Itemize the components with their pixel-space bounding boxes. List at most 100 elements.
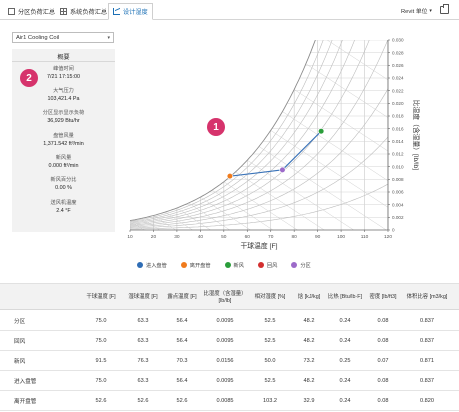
y-tick-label: 0.028: [392, 50, 404, 55]
table-cell: 52.5: [264, 338, 276, 344]
process-line: [229, 130, 322, 177]
table-cell: 63.3: [137, 318, 149, 324]
table-header: 干球温度 [F] 湿球温度 [F] 露点温度 [F] 比湿度（含湿量）[lb/l…: [0, 283, 459, 310]
table-cell: 0.24: [339, 378, 351, 384]
relative-humidity-curve: [130, 40, 388, 227]
column-header: 比湿度（含湿量）[lb/lb]: [203, 290, 247, 304]
tab-system-summary[interactable]: 系统负荷汇总: [56, 3, 111, 20]
data-point-9c6ac9: [279, 166, 286, 173]
table-cell: 103.2: [263, 398, 277, 404]
y-tick-label: 0: [392, 228, 395, 233]
table-cell: 56.4: [176, 318, 188, 324]
x-tick-label: 20: [151, 234, 157, 240]
legend-item-entering-coil[interactable]: 进入盘管: [137, 262, 167, 269]
tab-label: 设计湿度: [123, 9, 148, 16]
row-label: 回风: [14, 339, 26, 345]
units-dropdown[interactable]: Revit 单位 ▾: [401, 6, 432, 16]
table-cell: 0.08: [377, 398, 389, 404]
table-row: 回风 75.0 63.3 56.4 0.0095 52.5 48.2 0.24 0.08 0.83…: [0, 331, 459, 351]
table-row: 分区 75.0 63.3 56.4 0.0095 52.5 48.2 0.24 0.08 0.83…: [0, 311, 459, 331]
table-cell: 48.2: [303, 318, 315, 324]
legend-item-return-air[interactable]: 回风: [257, 262, 278, 269]
column-header: 湿球温度 [F]: [128, 294, 158, 300]
table-cell: 48.2: [303, 338, 315, 344]
legend-item-outdoor-air[interactable]: 新风: [224, 262, 244, 269]
table-cell: 75.0: [95, 338, 107, 344]
summary-label: 新风百分比: [50, 177, 77, 183]
legend-item-zone[interactable]: 分区: [291, 262, 311, 269]
legend-label: 回风: [266, 262, 278, 269]
table-cell: 0.08: [377, 318, 389, 324]
wet-bulb-line: [365, 30, 450, 230]
table-cell: 50.0: [264, 358, 276, 364]
callout-badge-1: 1: [207, 118, 225, 136]
summary-value: 2.4 °F: [56, 208, 71, 214]
tab-design-humidity[interactable]: 设计湿度: [108, 3, 153, 20]
grid-icon: [60, 8, 67, 15]
wet-bulb-line: [294, 89, 388, 152]
column-header: 干球温度 [F]: [86, 294, 116, 300]
legend-marker: [224, 262, 231, 268]
tab-label: 系统负荷汇总: [70, 9, 108, 16]
coil-select[interactable]: Air1 Cooling Coil ▾: [12, 32, 114, 43]
chart-icon: [113, 8, 120, 15]
x-tick-label: 40: [198, 234, 204, 240]
wet-bulb-line: [120, 223, 130, 230]
summary-item-coil-airflow: 盘管风量 1,371.542 ft³/min: [12, 132, 115, 148]
divider: [12, 61, 115, 62]
table-cell: 48.2: [303, 378, 315, 384]
summary-value: 0.00 %: [55, 185, 72, 191]
print-icon[interactable]: [440, 4, 449, 14]
x-tick-label: 70: [268, 234, 274, 240]
wet-bulb-line: [188, 202, 230, 230]
y-tick-label: 0.012: [392, 152, 404, 157]
row-label: 分区: [14, 319, 26, 325]
y-axis-title: 比湿度（含湿量）[lb/lb]: [412, 100, 421, 171]
table-cell: 76.3: [137, 358, 149, 364]
tab-bar: 分区负荷汇总 系统负荷汇总 设计湿度 Revit 单位 ▾: [0, 0, 459, 20]
wet-bulb-line: [223, 181, 298, 230]
legend-item-leaving-coil[interactable]: 离开盘管: [180, 262, 211, 269]
x-tick-label: 110: [361, 234, 369, 240]
summary-value: 0.000 ft³/min: [48, 163, 79, 169]
tab-zone-summary[interactable]: 分区负荷汇总: [4, 3, 59, 20]
table-cell: 91.5: [95, 358, 107, 364]
table-cell: 52.5: [264, 378, 276, 384]
table-cell: 70.3: [176, 358, 188, 364]
x-tick-label: 10: [127, 234, 133, 240]
table-cell: 56.4: [176, 378, 188, 384]
wet-bulb-line: [305, 63, 388, 118]
summary-value: 36,929 Btu/hr: [47, 118, 80, 124]
chart-data: [226, 128, 325, 180]
table-cell: 52.5: [264, 318, 276, 324]
table-cell: 0.0095: [216, 338, 234, 344]
y-tick-label: 0.014: [392, 139, 404, 144]
wet-bulb-line: [153, 215, 176, 230]
table-cell: 0.0085: [216, 398, 234, 404]
column-header: 体积比容 [m3/kg]: [406, 294, 448, 300]
table-cell: 0.837: [420, 378, 434, 384]
x-tick-label: 60: [245, 234, 251, 240]
relative-humidity-curve: [130, 40, 333, 223]
table-cell: 56.4: [176, 338, 188, 344]
list-icon: [8, 8, 15, 15]
table-cell: 0.0156: [216, 358, 234, 364]
column-header: 比热 [Btu/lb·F]: [327, 294, 363, 300]
y-tick-label: 0.010: [392, 164, 404, 169]
wet-bulb-line: [235, 171, 325, 230]
x-tick-label: 50: [221, 234, 227, 240]
data-point-2a9d3a: [318, 128, 325, 135]
legend-marker: [137, 262, 143, 268]
legend-marker: [257, 262, 264, 268]
column-header: 露点温度 [F]: [167, 294, 197, 300]
y-tick-label: 0.020: [392, 101, 404, 106]
summary-item-outdoor-airflow: 新风量 0.000 ft³/min: [12, 154, 115, 170]
y-tick-label: 0.018: [392, 114, 404, 119]
x-tick-label: 100: [337, 234, 345, 240]
summary-label: 新风量: [55, 155, 72, 161]
table-row: 新风 91.5 76.3 70.3 0.0156 50.0 73.2 0.25 0.07 0.87…: [0, 351, 459, 371]
chevron-down-icon: ▾: [429, 7, 432, 14]
wet-bulb-line: [270, 130, 388, 208]
legend-label: 离开盘管: [189, 262, 211, 269]
